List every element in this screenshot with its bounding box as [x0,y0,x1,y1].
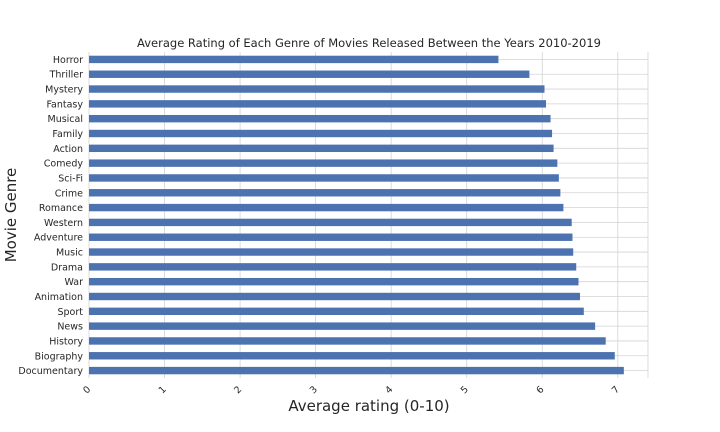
bar-news [89,322,596,330]
x-tick-label: 5 [459,384,471,396]
y-tick-label: Crime [55,188,83,199]
y-tick-label: Sport [57,307,83,318]
x-tick-labels: 0 1 2 3 4 5 6 7 [81,384,622,396]
y-tick-label: Documentary [18,366,83,377]
bar-war [89,277,579,286]
bar-music [89,248,574,256]
y-tick-label: Action [53,144,83,155]
y-tick-label: History [49,336,83,347]
bar-horror [89,55,499,64]
y-tick-label: Romance [39,203,83,214]
x-axis-label: Average rating (0-10) [288,397,449,415]
y-tick-label: Family [52,129,83,140]
bar-sport [89,307,584,316]
y-tick-label: Thriller [49,70,83,81]
y-tick-label: Musical [48,114,84,125]
bar-animation [89,292,581,301]
y-tick-label: War [64,277,83,288]
x-tick-label: 2 [232,384,244,396]
bar-documentary [89,366,624,375]
bar-family [89,129,553,138]
y-tick-label: Fantasy [46,99,83,110]
bar-musical [89,114,551,123]
bar-biography [89,352,615,360]
y-tick-label: Comedy [44,159,84,170]
y-tick-label: Horror [53,55,83,66]
bar-mystery [89,85,545,93]
bars [89,55,624,375]
x-tick-label: 6 [534,384,546,396]
bar-comedy [89,159,558,167]
bar-action [89,144,554,153]
y-tick-label: Music [56,248,83,259]
x-tick-label: 0 [81,384,93,396]
bar-adventure [89,233,573,241]
y-tick-label: Biography [35,351,84,362]
x-tick-label: 4 [383,384,395,396]
y-tick-label: Animation [35,292,83,303]
x-tick-label: 3 [308,384,320,396]
y-tick-label: Adventure [34,233,83,244]
bar-thriller [89,70,530,78]
y-tick-label: News [57,322,83,333]
bar-crime [89,189,561,197]
x-tick-label: 1 [157,384,169,396]
y-axis-label: Movie Genre [2,168,20,263]
bar-fantasy [89,100,547,108]
y-tick-labels: Horror Thriller Mystery Fantasy Musical Famil… [18,55,83,377]
chart-title: Average Rating of Each Genre of Movies R… [137,36,601,50]
bar-romance [89,203,564,212]
x-tick-label: 7 [610,384,622,396]
bar-drama [89,263,577,271]
y-tick-label: Drama [51,262,83,273]
y-tick-label: Mystery [45,85,83,96]
y-tick-label: Western [44,218,83,229]
bar-sci-fi [89,174,559,182]
y-tick-label: Sci-Fi [58,173,83,184]
bar-western [89,218,572,227]
bar-history [89,337,606,345]
